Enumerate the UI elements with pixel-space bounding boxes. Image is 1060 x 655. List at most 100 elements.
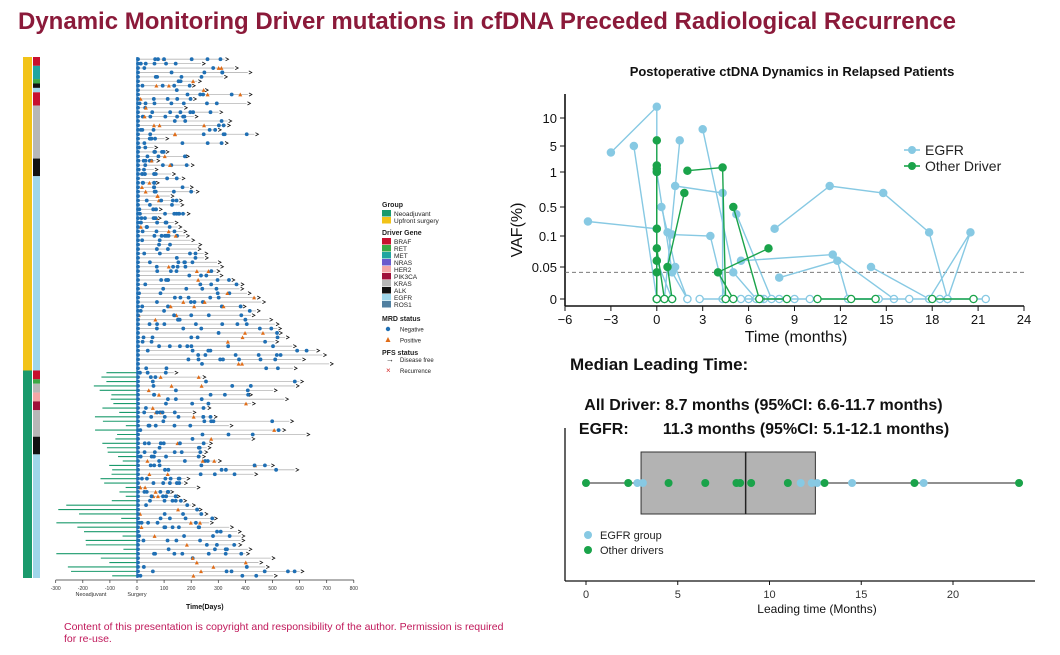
mrd-negative-marker	[208, 392, 213, 397]
mrd-negative-marker	[142, 251, 147, 256]
mrd-negative-marker	[180, 141, 185, 145]
mrd-negative-marker	[172, 313, 176, 318]
mrd-negative-marker	[190, 348, 195, 353]
mrd-negative-marker	[154, 207, 158, 212]
mrd-negative-marker	[184, 286, 189, 291]
other-driver-point	[782, 294, 792, 304]
disease-free-arrow	[201, 61, 207, 66]
disease-free-arrow	[202, 454, 207, 459]
legend-label: Upfront surgery	[394, 218, 440, 225]
mrd-negative-marker	[152, 180, 157, 185]
mrd-negative-marker	[147, 260, 152, 265]
mrd-positive-marker	[147, 180, 152, 185]
mrd-negative-marker	[286, 569, 290, 574]
mrd-negative-marker	[215, 529, 219, 534]
boxplot-x-tick-label: 15	[855, 589, 867, 601]
mrd-negative-marker	[183, 264, 188, 269]
mrd-negative-marker	[164, 366, 169, 371]
mrd-positive-marker	[138, 224, 143, 229]
mrd-positive-marker	[166, 229, 171, 234]
disease-free-arrow	[300, 569, 305, 574]
mrd-negative-marker	[143, 145, 148, 150]
mrd-negative-marker	[145, 225, 149, 229]
mrd-positive-marker	[252, 295, 257, 300]
mrd-negative-marker	[172, 551, 177, 556]
other-drivers-point	[1015, 479, 1024, 487]
egfr-point	[670, 262, 680, 272]
mrd-negative-marker	[152, 101, 157, 106]
line-chart-y-tick-label: 0	[550, 292, 557, 307]
mrd-negative-marker	[189, 344, 194, 349]
mrd-negative-marker	[210, 516, 215, 521]
mrd-negative-marker	[191, 110, 196, 115]
mrd-negative-marker	[148, 136, 153, 141]
mrd-negative-marker	[149, 339, 154, 344]
mrd-negative-marker	[149, 494, 154, 499]
disease-free-arrow	[183, 498, 188, 503]
boxplot-legend-marker	[584, 546, 592, 554]
mrd-negative-marker	[185, 344, 190, 349]
line-chart-x-tick-label: 12	[833, 312, 847, 327]
mrd-positive-marker	[162, 154, 167, 159]
legend-heading: Driver Gene	[382, 230, 422, 237]
mrd-negative-marker	[206, 348, 211, 353]
mrd-negative-marker	[140, 229, 145, 234]
mrd-positive-marker	[211, 564, 216, 569]
mrd-negative-marker	[188, 251, 192, 256]
mrd-negative-marker	[221, 357, 225, 362]
mrd-negative-marker	[229, 92, 234, 97]
mrd-negative-marker	[157, 344, 161, 349]
egfr-point	[736, 294, 746, 304]
disease-free-arrow	[295, 467, 300, 472]
disease-free-arrow	[257, 295, 262, 300]
other-driver-point	[718, 163, 727, 172]
copyright-notice: Content of this presentation is copyrigh…	[64, 621, 504, 645]
mrd-negative-marker	[155, 220, 160, 225]
mrd-negative-marker	[173, 494, 178, 499]
egfr-series-line	[740, 253, 895, 300]
mrd-negative-marker	[174, 481, 179, 485]
mrd-positive-marker	[236, 361, 241, 366]
mrd-negative-marker	[215, 542, 219, 547]
mrd-negative-marker	[151, 97, 156, 101]
mrd-negative-marker	[219, 467, 224, 472]
egfr-point	[878, 188, 888, 198]
mrd-negative-marker	[229, 569, 234, 574]
mrd-negative-marker	[144, 503, 148, 508]
disease-free-arrow	[240, 282, 245, 287]
mrd-negative-marker	[175, 264, 180, 269]
mrd-negative-marker	[161, 494, 165, 499]
other-drivers-point	[736, 479, 745, 487]
mrd-negative-marker	[176, 414, 181, 419]
mrd-negative-marker	[200, 361, 204, 366]
mrd-negative-marker	[172, 83, 177, 88]
legend-mrd-positive-marker	[385, 337, 391, 342]
mrd-negative-marker	[152, 216, 157, 221]
other-drivers-point	[582, 479, 590, 487]
driver-gene-bar	[33, 454, 40, 578]
mrd-negative-marker	[180, 551, 185, 556]
mrd-negative-marker	[143, 163, 148, 168]
egfr-group-point	[919, 479, 928, 487]
swimmer-x-tick-label: 400	[241, 586, 250, 592]
disease-free-arrow	[195, 189, 200, 194]
mrd-negative-marker	[171, 264, 176, 269]
legend-label: Neoadjuvant	[394, 211, 431, 218]
mrd-negative-marker	[169, 101, 174, 106]
disease-free-arrow	[323, 353, 328, 357]
mrd-negative-marker	[204, 542, 209, 547]
disease-free-arrow	[285, 397, 290, 402]
mrd-negative-marker	[157, 238, 162, 243]
mrd-positive-marker	[225, 291, 230, 296]
mrd-positive-marker	[147, 472, 152, 477]
legend-label: EGFR	[394, 295, 412, 302]
mrd-positive-marker	[168, 304, 173, 309]
mrd-negative-marker	[174, 255, 179, 260]
mrd-negative-marker	[153, 57, 158, 62]
mrd-negative-marker	[278, 353, 283, 357]
mrd-negative-marker	[168, 476, 173, 481]
mrd-negative-marker	[165, 490, 170, 494]
driver-gene-bar	[33, 370, 40, 380]
mrd-negative-marker	[164, 233, 169, 238]
line-chart-y-tick-label: 0.5	[539, 200, 557, 215]
